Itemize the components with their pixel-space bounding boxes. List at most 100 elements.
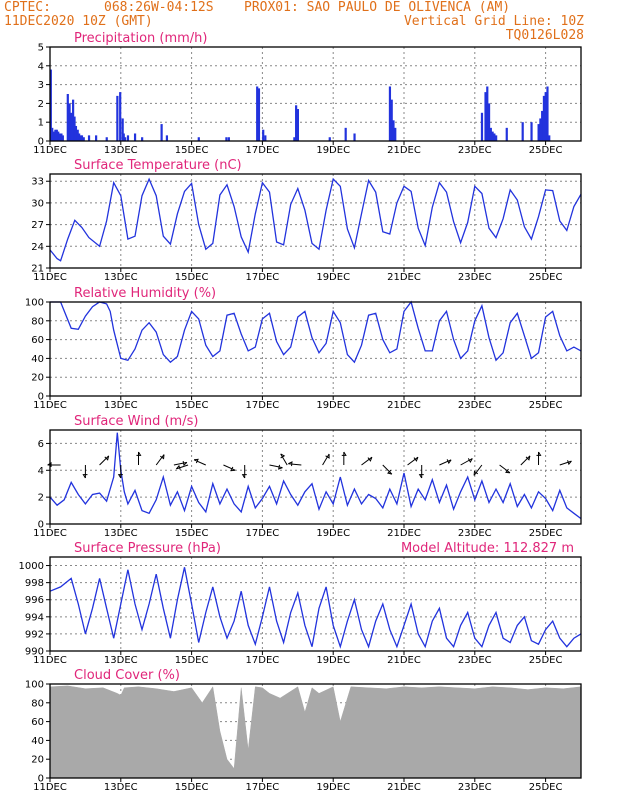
y-tick-label: 20 xyxy=(31,755,44,766)
y-tick-label: 60 xyxy=(31,717,44,728)
wind-vector-shaft xyxy=(520,455,531,466)
x-tick-label: 21DEC xyxy=(387,528,421,539)
x-tick-label: 17DEC xyxy=(246,782,280,793)
precip-bar xyxy=(87,135,91,141)
wind-vector-shaft xyxy=(460,458,473,466)
wind-vector-head xyxy=(288,461,293,467)
wind-vector-shaft xyxy=(322,453,330,466)
wind-vector-head xyxy=(230,466,236,472)
y-tick-label: 100 xyxy=(25,298,44,309)
model-altitude-label: Model Altitude: 112.827 m xyxy=(401,541,574,556)
panel-title: Surface Temperature (nC) xyxy=(74,158,242,173)
precip-bar xyxy=(105,137,108,141)
y-tick-label: 24 xyxy=(31,242,44,253)
wind-vector-shaft xyxy=(559,460,572,466)
precip-bar xyxy=(539,118,542,141)
x-tick-label: 11DEC xyxy=(33,655,67,666)
x-tick-label: 23DEC xyxy=(458,655,492,666)
y-tick-label: 2 xyxy=(38,493,44,504)
precip-bar xyxy=(79,135,82,141)
series-line xyxy=(49,567,582,649)
x-tick-label: 25DEC xyxy=(529,782,563,793)
precip-bar xyxy=(392,120,395,141)
precip-bar xyxy=(544,92,547,141)
wind-vector-head xyxy=(159,454,165,460)
precip-bar xyxy=(295,105,298,141)
y-tick-label: 33 xyxy=(31,177,44,188)
series-line xyxy=(50,300,582,364)
header-model-id: TQ0126L028 xyxy=(505,28,584,43)
panel-1: 21 24 27 30 33 11DEC 13DEC 15DEC 17DEC 19DEC 21DEC… xyxy=(31,158,582,283)
y-tick-label: 40 xyxy=(31,736,44,747)
header-grid-line-note: Vertical Grid Line: 10Z xyxy=(403,14,584,29)
panel-frame xyxy=(49,429,582,525)
series-line xyxy=(49,432,582,520)
precip-bar xyxy=(72,99,75,141)
precip-bar xyxy=(126,135,130,141)
precip-bar xyxy=(76,129,79,141)
y-tick-label: 992 xyxy=(25,629,44,640)
precip-bar xyxy=(78,133,81,141)
x-tick-label: 19DEC xyxy=(316,782,350,793)
x-tick-label: 19DEC xyxy=(316,272,350,283)
x-tick-label: 15DEC xyxy=(175,145,209,156)
y-tick-label: 27 xyxy=(31,220,44,231)
wind-vector-shaft xyxy=(407,456,419,466)
precip-bar xyxy=(495,135,498,141)
precip-bar xyxy=(227,137,230,141)
x-tick-label: 25DEC xyxy=(529,655,563,666)
precip-bar xyxy=(49,69,52,141)
precip-bar xyxy=(328,137,331,141)
precip-bar xyxy=(82,137,85,141)
precip-bar xyxy=(256,86,259,141)
x-tick-label: 21DEC xyxy=(387,655,421,666)
wind-vector-shaft xyxy=(280,453,288,466)
precip-bar xyxy=(390,99,393,141)
panel-frame xyxy=(49,683,582,779)
x-tick-label: 17DEC xyxy=(246,272,280,283)
panel-5: 0 20 40 60 80 100 11DEC 13DEC 15DEC 17DEC 19DEC 21D… xyxy=(25,668,582,793)
panel-title: Surface Wind (m/s) xyxy=(74,414,198,429)
x-tick-label: 17DEC xyxy=(246,655,280,666)
y-tick-label: 60 xyxy=(31,335,44,346)
precip-bar xyxy=(521,122,524,141)
precip-bar xyxy=(80,135,84,141)
panel-frame xyxy=(49,46,582,142)
x-tick-label: 17DEC xyxy=(246,400,280,411)
x-tick-label: 11DEC xyxy=(33,782,67,793)
precip-bar xyxy=(66,94,69,141)
x-tick-label: 15DEC xyxy=(175,528,209,539)
precip-bar xyxy=(61,135,64,141)
panel-title: Precipitation (mm/h) xyxy=(74,31,207,46)
x-tick-label: 11DEC xyxy=(33,528,67,539)
precip-bar xyxy=(116,95,119,141)
precip-bar xyxy=(225,137,228,141)
x-tick-label: 25DEC xyxy=(529,272,563,283)
wind-vector-shaft xyxy=(223,464,236,471)
wind-vector-head xyxy=(82,474,88,479)
precip-bar xyxy=(489,127,492,141)
wind-vector-shaft xyxy=(155,454,165,466)
precip-bar xyxy=(55,129,58,141)
header-datetime: 11DEC2020 10Z (GMT) xyxy=(4,14,153,29)
wind-vector-head xyxy=(567,460,572,466)
precip-bar xyxy=(353,133,356,141)
precip-bar xyxy=(344,127,347,141)
x-tick-label: 25DEC xyxy=(529,528,563,539)
y-tick-label: 100 xyxy=(25,680,44,691)
x-tick-label: 23DEC xyxy=(458,145,492,156)
y-tick-label: 21 xyxy=(31,264,44,275)
wind-vector-head xyxy=(278,464,283,470)
precip-bar xyxy=(68,103,71,141)
x-tick-label: 25DEC xyxy=(529,400,563,411)
precip-bar xyxy=(537,124,540,141)
wind-vector-head xyxy=(47,462,52,468)
y-tick-label: 996 xyxy=(25,595,44,606)
wind-vector-head xyxy=(418,474,424,479)
wind-vector-shaft xyxy=(473,464,483,476)
wind-vector-shaft xyxy=(382,464,393,475)
wind-vector-head xyxy=(467,458,473,463)
precip-bar xyxy=(491,131,494,141)
precip-bar xyxy=(73,116,76,141)
wind-vector-head xyxy=(473,470,479,476)
